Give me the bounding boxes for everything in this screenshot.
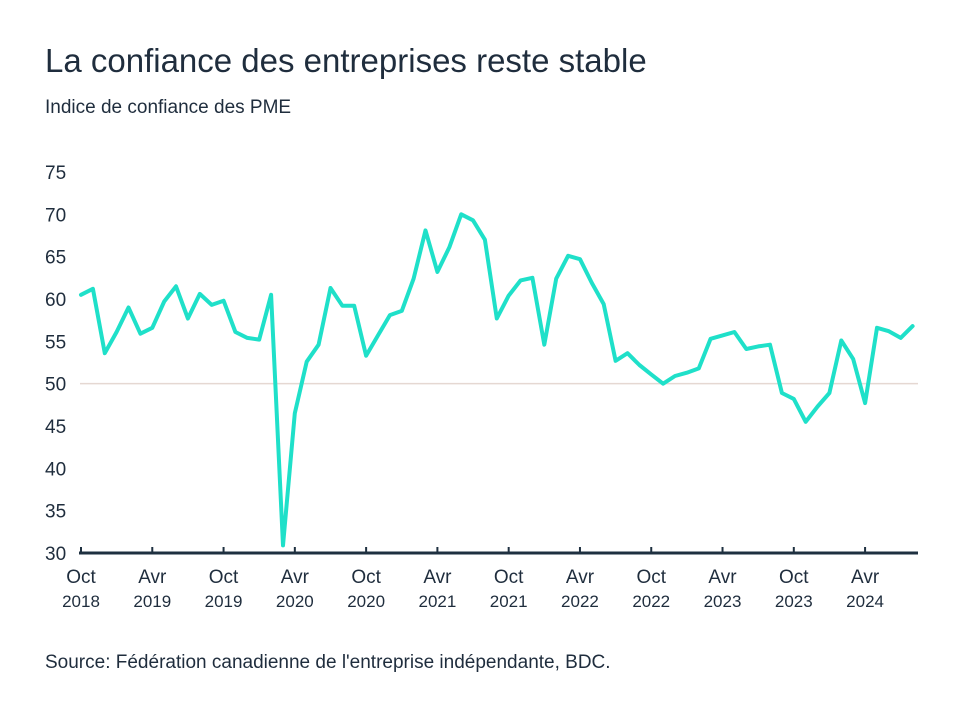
y-tick-label: 75 (45, 163, 66, 184)
y-tick-label: 45 (45, 417, 66, 438)
x-tick-month: Avr (708, 567, 737, 588)
chart-title: La confiance des entreprises reste stabl… (45, 42, 647, 79)
x-tick-year: 2023 (704, 592, 742, 611)
x-tick-year: 2019 (133, 592, 171, 611)
chart-subtitle: Indice de confiance des PME (45, 97, 292, 118)
x-tick-year: 2023 (775, 592, 813, 611)
x-tick-month: Oct (636, 567, 666, 588)
x-tick-month: Oct (494, 567, 524, 588)
y-tick-label: 40 (45, 459, 66, 480)
source-note: Source: Fédération canadienne de l'entre… (45, 652, 611, 673)
x-tick-year: 2021 (490, 592, 528, 611)
y-tick-label: 30 (45, 544, 66, 565)
x-tick-year: 2019 (205, 592, 243, 611)
y-tick-label: 35 (45, 502, 66, 523)
x-tick-year: 2024 (846, 592, 884, 611)
y-tick-label: 60 (45, 290, 66, 311)
x-tick-year: 2020 (347, 592, 385, 611)
x-tick-year: 2021 (418, 592, 456, 611)
x-tick-month: Oct (779, 567, 809, 588)
x-tick-year: 2020 (276, 592, 314, 611)
x-tick-month: Avr (281, 567, 310, 588)
y-tick-label: 50 (45, 375, 66, 396)
x-tick-month: Avr (423, 567, 452, 588)
x-tick-month: Oct (351, 567, 381, 588)
y-tick-label: 55 (45, 332, 66, 353)
series-line (79, 212, 915, 548)
x-tick-year: 2022 (632, 592, 670, 611)
y-tick-label: 65 (45, 248, 66, 269)
y-tick-label: 70 (45, 205, 66, 226)
x-tick-month: Oct (66, 567, 96, 588)
x-tick-month: Avr (138, 567, 167, 588)
x-tick-month: Avr (566, 567, 595, 588)
x-tick-year: 2018 (62, 592, 100, 611)
x-tick-year: 2022 (561, 592, 599, 611)
x-tick-month: Avr (851, 567, 880, 588)
x-tick-month: Oct (209, 567, 239, 588)
